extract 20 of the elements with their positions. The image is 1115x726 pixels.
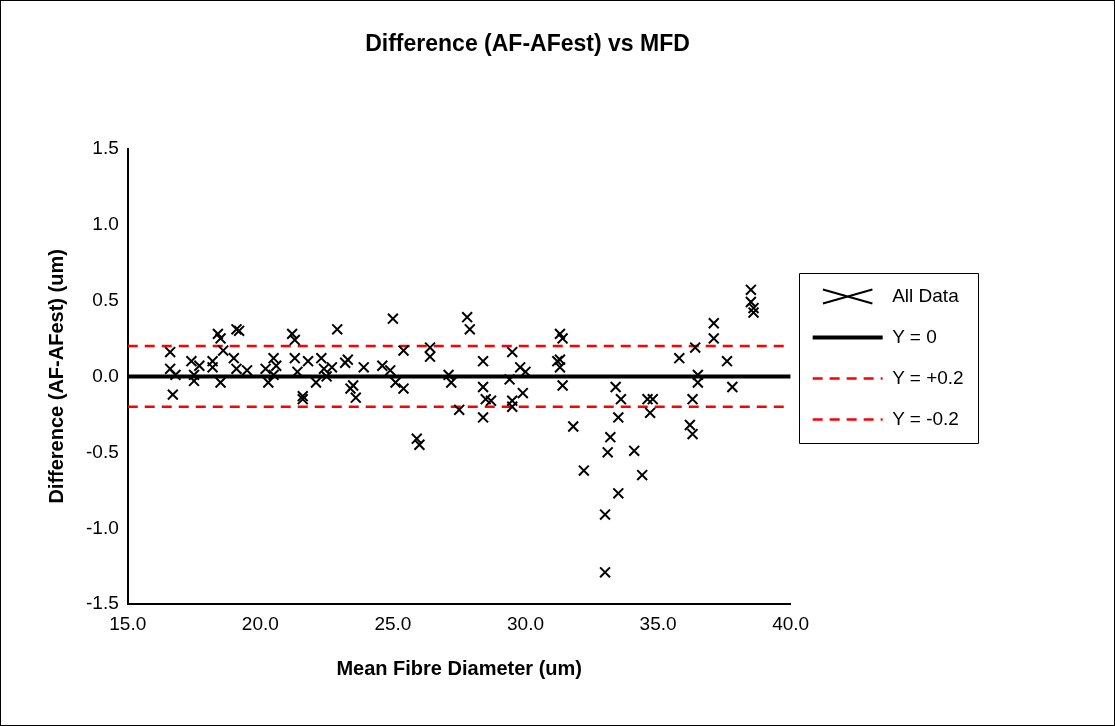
x-tick-label: 30.0 bbox=[507, 612, 544, 634]
chart-title: Difference (AF-AFest) vs MFD bbox=[365, 30, 690, 57]
x-tick-label: 15.0 bbox=[109, 612, 147, 634]
x-tick-label: 25.0 bbox=[374, 612, 412, 634]
y-tick-label: -1.0 bbox=[85, 516, 119, 538]
legend-label: Y = -0.2 bbox=[892, 407, 959, 429]
y-tick-label: 0.5 bbox=[92, 288, 119, 310]
y-tick-label: -1.5 bbox=[85, 592, 119, 614]
legend-label: Y = +0.2 bbox=[892, 366, 964, 388]
y-tick-label: 0.0 bbox=[92, 364, 119, 386]
x-axis-title: Mean Fibre Diameter (um) bbox=[336, 656, 583, 679]
legend-label: Y = 0 bbox=[892, 325, 937, 347]
y-axis-title: Difference (AF-AFest) (um) bbox=[44, 249, 67, 504]
y-tick-label: 1.0 bbox=[92, 212, 119, 234]
legend-label: All Data bbox=[892, 284, 960, 306]
x-tick-label: 20.0 bbox=[241, 612, 279, 634]
y-tick-label: -0.5 bbox=[85, 440, 119, 462]
y-tick-label: 1.5 bbox=[92, 136, 119, 158]
x-tick-label: 35.0 bbox=[639, 612, 677, 634]
x-tick-label: 40.0 bbox=[772, 612, 810, 634]
